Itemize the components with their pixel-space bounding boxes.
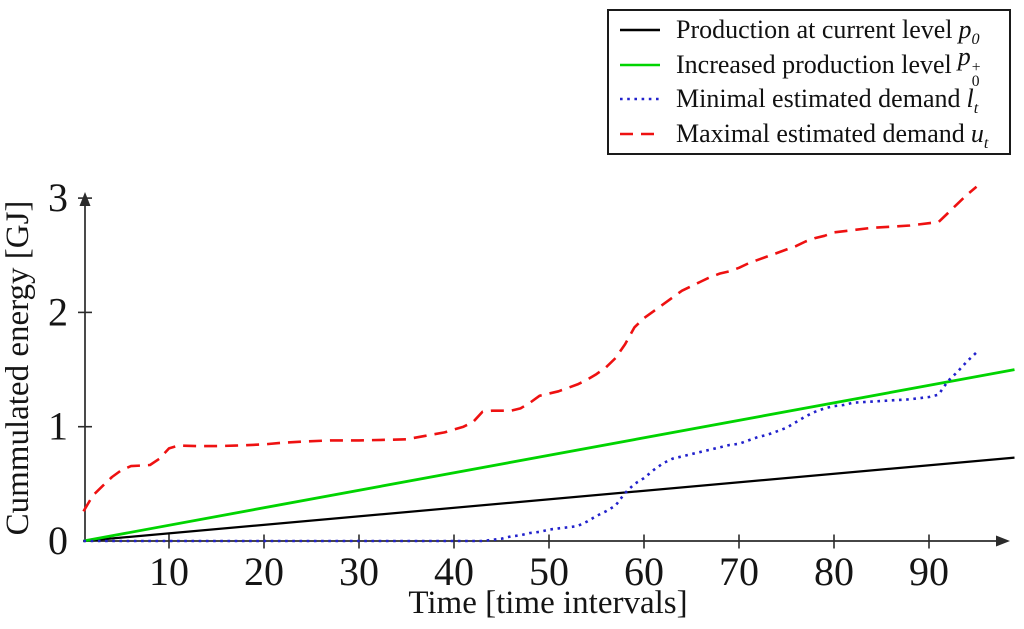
legend-item-label: Increased production level xyxy=(676,49,952,79)
y-axis-label: Cummulated energy [GJ] xyxy=(0,201,36,536)
x-tick-label: 40 xyxy=(434,549,474,594)
series-line xyxy=(83,456,1015,543)
legend-item: Minimal estimated demand lt xyxy=(609,82,1009,118)
legend-item: Maximal estimated demand ut xyxy=(609,117,1009,151)
legend-item: Production at current level p0 xyxy=(609,13,1009,49)
legend: Production at current level p0 Increased p… xyxy=(607,9,1011,155)
x-axis-label: Time [time intervals] xyxy=(408,585,687,621)
x-tick-label: 80 xyxy=(814,549,854,594)
x-tick-label: 30 xyxy=(339,549,379,594)
legend-line-sample xyxy=(620,63,660,67)
x-tick-label: 20 xyxy=(244,549,284,594)
legend-item-math: p0 xyxy=(958,15,980,49)
legend-item-label: Production at current level xyxy=(676,15,953,45)
legend-item-label: Maximal estimated demand xyxy=(676,118,965,148)
legend-line-sample xyxy=(620,132,660,136)
y-axis-arrow-icon xyxy=(79,192,91,206)
legend-line-sample xyxy=(620,28,660,32)
legend-item-math: lt xyxy=(966,84,979,118)
y-tick-label: 1 xyxy=(48,404,68,449)
legend-line-sample xyxy=(620,97,660,101)
x-tick-label: 50 xyxy=(529,549,569,594)
x-tick-label: 70 xyxy=(719,549,759,594)
x-tick-label: 90 xyxy=(909,549,949,594)
series-line xyxy=(83,351,978,543)
series-line xyxy=(83,368,1015,543)
legend-item-label: Minimal estimated demand xyxy=(676,84,961,114)
x-tick-label: 10 xyxy=(149,549,189,594)
y-tick-label: 0 xyxy=(48,518,68,563)
axes: 10 20 30 40 50 60 70 80 90 0 1 2 3 xyxy=(48,175,1010,594)
legend-item-math: p +0 xyxy=(957,41,981,90)
series-line xyxy=(82,185,978,512)
x-axis-arrow-icon xyxy=(996,535,1010,547)
series-lines xyxy=(82,185,1015,543)
y-tick-label: 3 xyxy=(48,175,68,220)
legend-item: Increased production level p +0 xyxy=(609,42,1009,89)
y-tick-label: 2 xyxy=(48,289,68,334)
x-tick-label: 60 xyxy=(624,549,664,594)
legend-item-math: ut xyxy=(970,118,989,152)
